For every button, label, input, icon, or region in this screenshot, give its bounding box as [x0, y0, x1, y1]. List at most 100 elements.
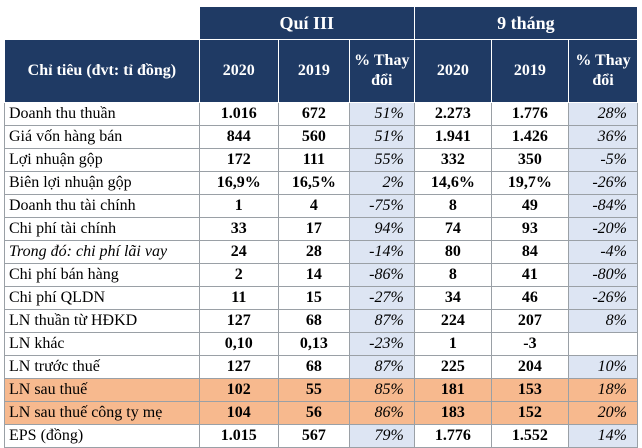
table-row: Chi phí bán hàng 2 14 -86% 8 41 -80%	[4, 263, 639, 287]
header-label-column: Chỉ tiêu (đvt: tỉ đồng)	[4, 39, 200, 103]
header-9m-2019: 2019	[490, 39, 569, 103]
q3-2020-value: 2	[198, 263, 279, 287]
row-label: Trong đó: chi phí lãi vay	[4, 240, 200, 264]
q3-2020-value: 11	[198, 286, 279, 310]
9m-2019-value: 204	[490, 355, 569, 379]
table-row: Doanh thu thuần 1.016 672 51% 2.273 1.776 28%	[4, 102, 639, 126]
q3-2020-value: 24	[198, 240, 279, 264]
q3-2019-value: 4	[277, 194, 350, 218]
9m-change-value	[567, 332, 639, 356]
q3-2020-value: 102	[198, 378, 279, 402]
financial-results-table: Quí III 9 tháng Chỉ tiêu (đvt: tỉ đồng) …	[4, 6, 639, 448]
q3-change-value: 55%	[348, 148, 415, 172]
9m-2020-value: 225	[413, 355, 492, 379]
q3-2019-value: 14	[277, 263, 350, 287]
q3-2019-value: 56	[277, 401, 350, 425]
9m-change-value: -20%	[567, 217, 639, 241]
q3-change-value: -27%	[348, 286, 415, 310]
q3-change-value: 86%	[348, 401, 415, 425]
table-row: EPS (đồng) 1.015 567 79% 1.776 1.552 14%	[4, 424, 639, 448]
table-row: Doanh thu tài chính 1 4 -75% 8 49 -84%	[4, 194, 639, 218]
9m-2019-value: 1.426	[490, 125, 569, 149]
table-row: LN thuần từ HĐKD 127 68 87% 224 207 8%	[4, 309, 639, 333]
row-label: Lợi nhuận gộp	[4, 148, 200, 172]
9m-2019-value: 152	[490, 401, 569, 425]
row-label: EPS (đồng)	[4, 424, 200, 448]
q3-2019-value: 560	[277, 125, 350, 149]
table-row: LN sau thuế công ty mẹ 104 56 86% 183 152 20%	[4, 401, 639, 425]
q3-change-value: 87%	[348, 355, 415, 379]
q3-2020-value: 16,9%	[198, 171, 279, 195]
q3-2020-value: 104	[198, 401, 279, 425]
9m-2019-value: 46	[490, 286, 569, 310]
9m-2020-value: 1	[413, 332, 492, 356]
9m-2019-value: 49	[490, 194, 569, 218]
row-label: Doanh thu thuần	[4, 102, 200, 126]
9m-change-value: -80%	[567, 263, 639, 287]
9m-2019-value: 153	[490, 378, 569, 402]
9m-change-value: 36%	[567, 125, 639, 149]
header-blank-cell	[4, 6, 200, 40]
row-label: Chi phí bán hàng	[4, 263, 200, 287]
q3-2019-value: 111	[277, 148, 350, 172]
9m-2020-value: 183	[413, 401, 492, 425]
9m-2020-value: 80	[413, 240, 492, 264]
q3-change-value: -86%	[348, 263, 415, 287]
9m-2019-value: 93	[490, 217, 569, 241]
9m-2020-value: 224	[413, 309, 492, 333]
q3-change-value: -75%	[348, 194, 415, 218]
q3-2019-value: 15	[277, 286, 350, 310]
9m-2019-value: 19,7%	[490, 171, 569, 195]
q3-change-value: 51%	[348, 102, 415, 126]
9m-change-value: -5%	[567, 148, 639, 172]
9m-2019-value: 207	[490, 309, 569, 333]
9m-2020-value: 8	[413, 263, 492, 287]
table-row: LN trước thuế 127 68 87% 225 204 10%	[4, 355, 639, 379]
q3-2019-value: 55	[277, 378, 350, 402]
9m-2020-value: 181	[413, 378, 492, 402]
table-row: LN khác 0,10 0,13 -23% 1 -3	[4, 332, 639, 356]
q3-2019-value: 672	[277, 102, 350, 126]
q3-2020-value: 127	[198, 309, 279, 333]
header-group-9m: 9 tháng	[413, 6, 639, 40]
q3-change-value: 79%	[348, 424, 415, 448]
q3-change-value: -14%	[348, 240, 415, 264]
header-q3-2019: 2019	[277, 39, 350, 103]
row-label: Giá vốn hàng bán	[4, 125, 200, 149]
q3-2019-value: 17	[277, 217, 350, 241]
row-label: LN thuần từ HĐKD	[4, 309, 200, 333]
row-label: LN khác	[4, 332, 200, 356]
q3-2020-value: 172	[198, 148, 279, 172]
q3-change-value: 85%	[348, 378, 415, 402]
table-row: Trong đó: chi phí lãi vay 24 28 -14% 80 84 -4%	[4, 240, 639, 264]
9m-2020-value: 2.273	[413, 102, 492, 126]
9m-2020-value: 34	[413, 286, 492, 310]
q3-2020-value: 0,10	[198, 332, 279, 356]
q3-2019-value: 567	[277, 424, 350, 448]
q3-change-value: 94%	[348, 217, 415, 241]
9m-change-value: 10%	[567, 355, 639, 379]
table-row: LN sau thuế 102 55 85% 181 153 18%	[4, 378, 639, 402]
table-row: Lợi nhuận gộp 172 111 55% 332 350 -5%	[4, 148, 639, 172]
9m-change-value: 14%	[567, 424, 639, 448]
9m-2019-value: 84	[490, 240, 569, 264]
9m-2019-value: 1.776	[490, 102, 569, 126]
row-label: Chi phí tài chính	[4, 217, 200, 241]
q3-2019-value: 68	[277, 309, 350, 333]
9m-2020-value: 74	[413, 217, 492, 241]
table-row: Chi phí tài chính 33 17 94% 74 93 -20%	[4, 217, 639, 241]
9m-2020-value: 1.941	[413, 125, 492, 149]
9m-change-value: 8%	[567, 309, 639, 333]
q3-2020-value: 127	[198, 355, 279, 379]
q3-2019-value: 16,5%	[277, 171, 350, 195]
9m-2020-value: 1.776	[413, 424, 492, 448]
q3-2020-value: 33	[198, 217, 279, 241]
row-label: Biên lợi nhuận gộp	[4, 171, 200, 195]
9m-change-value: -4%	[567, 240, 639, 264]
header-q3-2020: 2020	[198, 39, 279, 103]
header-group-q3: Quí III	[198, 6, 415, 40]
9m-2020-value: 332	[413, 148, 492, 172]
q3-2019-value: 0,13	[277, 332, 350, 356]
source-caption-strip	[0, 0, 642, 6]
q3-2020-value: 1.016	[198, 102, 279, 126]
